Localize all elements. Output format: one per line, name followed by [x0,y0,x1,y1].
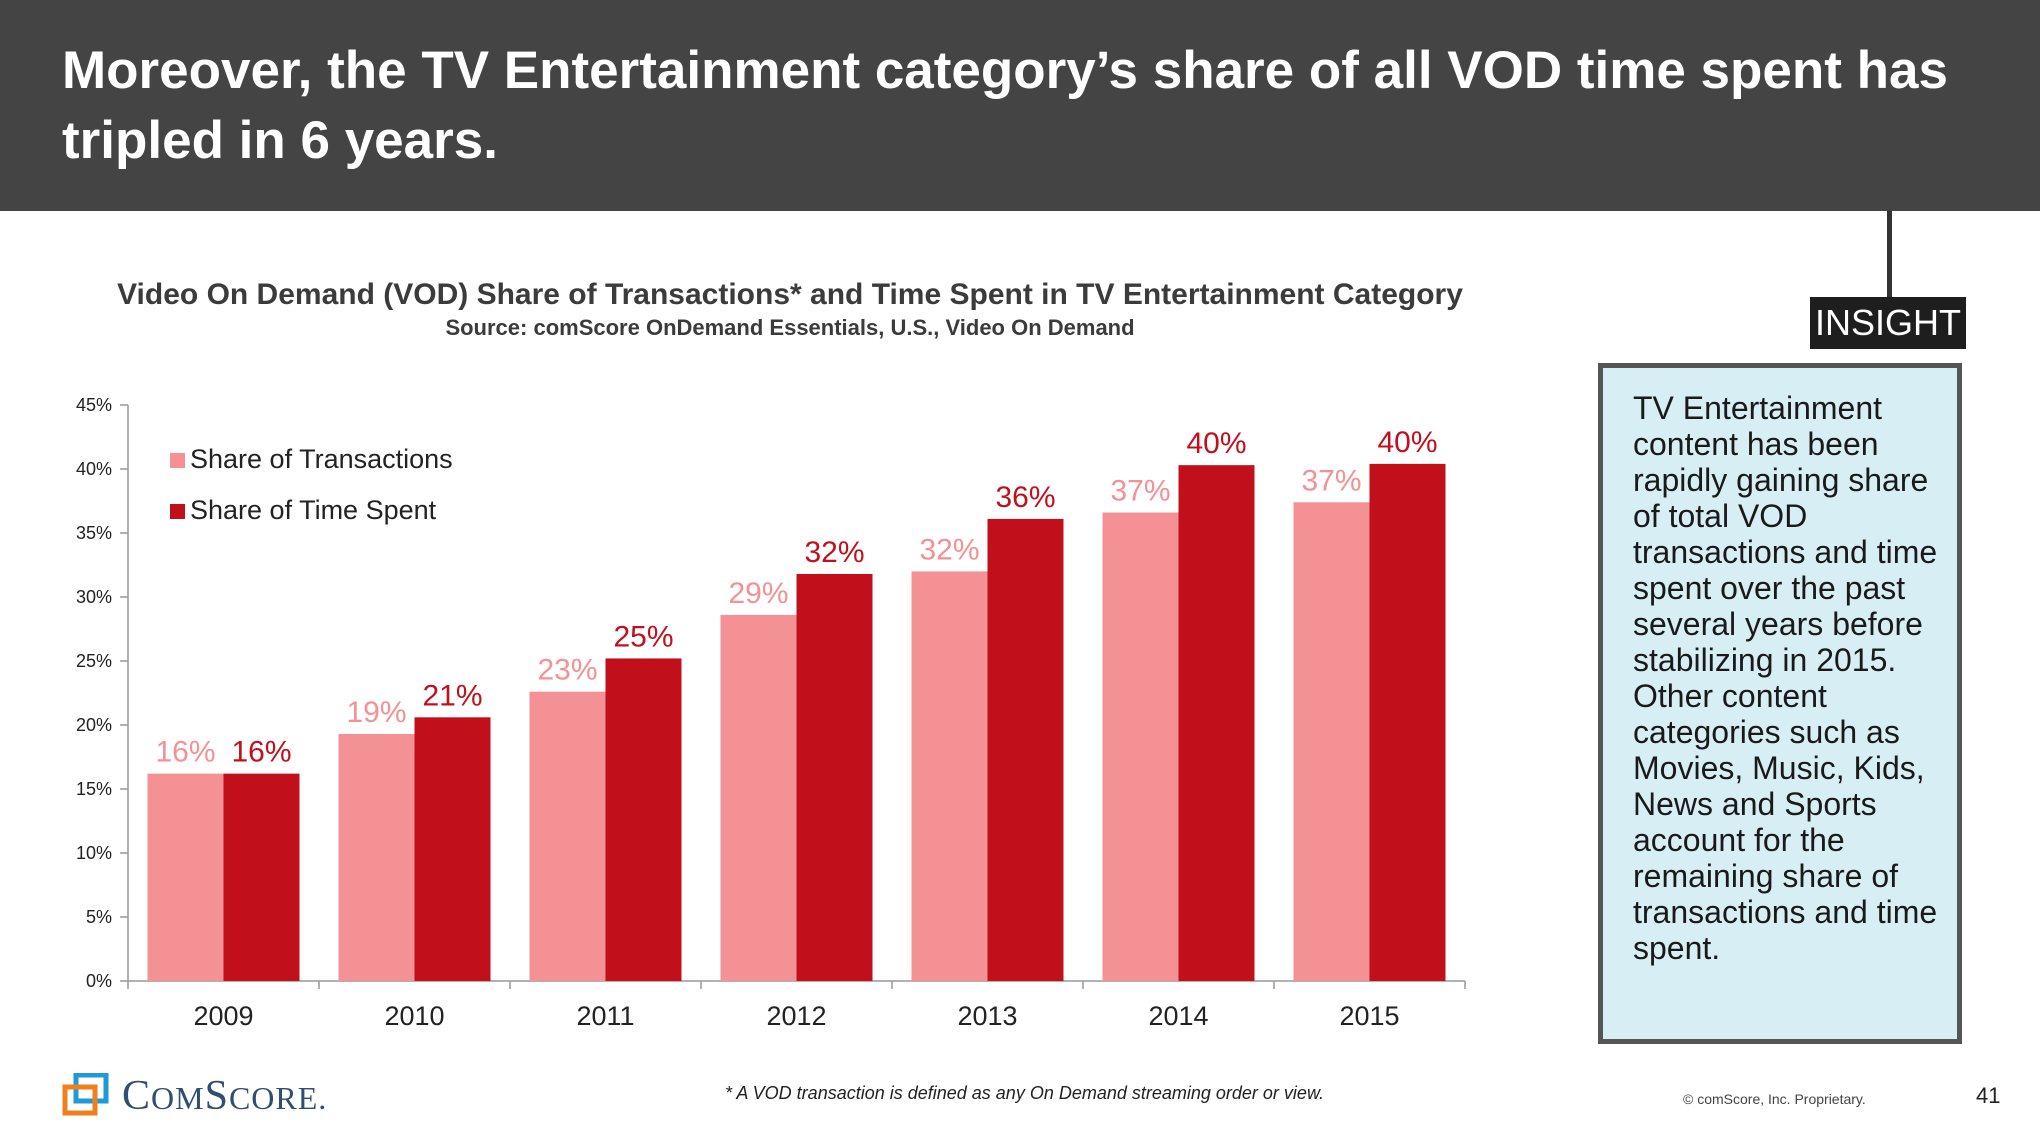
insight-text: TV Entertainment content has been rapidl… [1633,390,1938,966]
data-label-transactions: 16% [155,736,215,769]
bar-time-spent [796,573,873,981]
chart-subtitle: Source: comScore OnDemand Essentials, U.… [445,315,1135,340]
data-label-transactions: 37% [1301,464,1361,497]
logo-frames-icon [62,1073,109,1116]
data-label-time-spent: 36% [995,481,1055,514]
y-tick-label: 25% [76,651,112,671]
x-tick-label: 2013 [957,1001,1017,1031]
bar-transactions [529,691,606,981]
data-label-time-spent: 40% [1186,427,1246,460]
page-title: Moreover, the TV Entertainment category’… [62,41,1948,170]
legend-swatch [170,504,185,519]
x-tick-label: 2015 [1339,1001,1399,1031]
insight-box: TV Entertainment content has been rapidl… [1598,363,1962,1044]
bar-time-spent [414,717,491,981]
insight-connector-line [1887,211,1892,297]
data-label-transactions: 32% [919,533,979,566]
data-label-transactions: 29% [728,577,788,610]
copyright: © comScore, Inc. Proprietary. [1683,1091,1866,1107]
legend-label: Share of Time Spent [190,495,437,525]
data-label-transactions: 19% [346,696,406,729]
x-tick-label: 2014 [1148,1001,1208,1031]
bar-transactions [1293,502,1370,981]
y-tick-label: 10% [76,843,112,863]
bar-chart: 0% 5% 10% 15% 20% 25% 30% 35% 40% 45% 2009 2010 2011… [76,395,1466,1031]
legend-swatch [170,453,185,468]
bar-transactions [1102,512,1179,981]
chart-title: Video On Demand (VOD) Share of Transacti… [117,278,1463,311]
y-tick-label: 0% [86,971,112,991]
x-tick-label: 2010 [384,1001,444,1031]
bar-time-spent [605,658,682,981]
y-tick-label: 35% [76,523,112,543]
data-label-time-spent: 16% [231,736,291,769]
bar-time-spent [1178,465,1255,981]
y-tick-label: 40% [76,459,112,479]
bar-transactions [911,571,988,981]
x-tick-label: 2011 [576,1001,634,1031]
x-tick-label: 2009 [193,1001,253,1031]
data-label-time-spent: 32% [804,536,864,569]
insight-label: INSIGHT [1810,297,1966,349]
legend-label: Share of Transactions [190,444,453,474]
x-tick-label: 2012 [766,1001,826,1031]
data-label-transactions: 23% [537,654,597,687]
bar-transactions [338,733,415,981]
logo-wordmark: COMSCORE. [122,1073,328,1119]
bar-transactions [720,614,797,981]
header-bar: Moreover, the TV Entertainment category’… [0,0,2040,211]
y-tick-label: 5% [86,907,112,927]
comscore-logo: COMSCORE. [62,1071,362,1119]
data-label-transactions: 37% [1110,475,1170,508]
bar-time-spent [987,518,1064,981]
bar-time-spent [1369,463,1446,981]
y-tick-label: 45% [76,395,112,415]
data-label-time-spent: 21% [422,679,482,712]
page-number: 41 [1976,1083,2001,1108]
y-tick-label: 30% [76,587,112,607]
y-tick-label: 15% [76,779,112,799]
footnote: * A VOD transaction is defined as any On… [725,1083,1324,1103]
y-tick-label: 20% [76,715,112,735]
data-label-time-spent: 25% [613,620,673,653]
data-label-time-spent: 40% [1377,426,1437,459]
bar-time-spent [223,773,300,981]
bar-transactions [147,773,224,981]
